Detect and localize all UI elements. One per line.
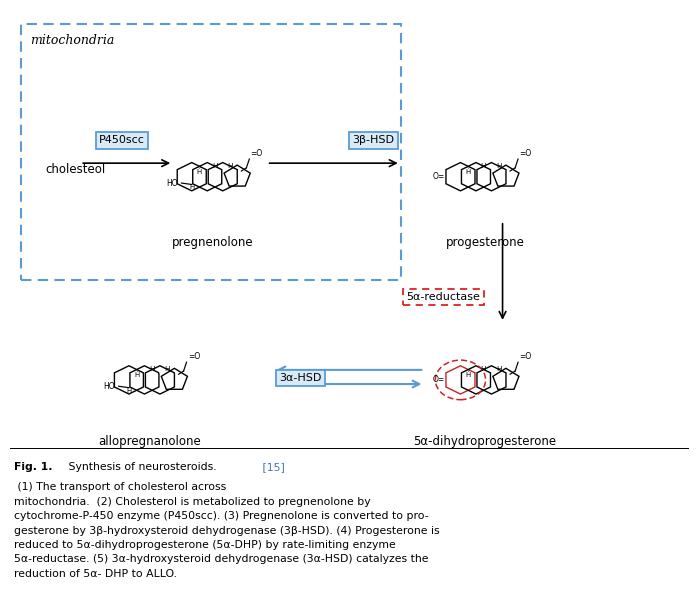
Text: H: H bbox=[480, 366, 486, 372]
Text: 3α-HSD: 3α-HSD bbox=[279, 373, 321, 383]
Text: 3β-HSD: 3β-HSD bbox=[352, 135, 394, 145]
Text: H: H bbox=[496, 366, 501, 372]
Text: H: H bbox=[480, 163, 486, 169]
Text: P450scc: P450scc bbox=[99, 135, 145, 145]
Text: H: H bbox=[496, 163, 501, 169]
Text: pregnenolone: pregnenolone bbox=[172, 236, 253, 249]
Text: Synthesis of neurosteroids.: Synthesis of neurosteroids. bbox=[65, 462, 216, 472]
Text: HO: HO bbox=[104, 382, 115, 391]
Text: Ȟ: Ȟ bbox=[134, 372, 140, 378]
Text: Ȟ: Ȟ bbox=[466, 168, 471, 175]
Bar bbox=[21, 24, 401, 280]
Text: (1) The transport of cholesterol across
mitochondria.  (2) Cholesterol is metabo: (1) The transport of cholesterol across … bbox=[14, 482, 440, 579]
Text: cholesteol: cholesteol bbox=[45, 163, 105, 176]
Text: HO: HO bbox=[167, 178, 178, 187]
Text: =O: =O bbox=[251, 148, 263, 158]
Text: progesterone: progesterone bbox=[445, 236, 525, 249]
Text: allopregnanolone: allopregnanolone bbox=[98, 435, 202, 448]
Text: H: H bbox=[189, 184, 195, 190]
Text: =O: =O bbox=[519, 148, 532, 158]
Text: Ȟ: Ȟ bbox=[197, 168, 202, 175]
Text: Ȟ: Ȟ bbox=[466, 372, 471, 378]
Text: =O: =O bbox=[188, 352, 200, 361]
Text: 5α-reductase: 5α-reductase bbox=[406, 292, 480, 302]
Text: =O: =O bbox=[519, 352, 532, 361]
Text: [15]: [15] bbox=[259, 462, 285, 472]
Text: 5α-dihydroprogesterone: 5α-dihydroprogesterone bbox=[413, 435, 557, 448]
Text: H: H bbox=[126, 388, 132, 393]
Text: H: H bbox=[227, 163, 232, 169]
Text: mitochondria: mitochondria bbox=[30, 34, 114, 47]
Text: Fig. 1.: Fig. 1. bbox=[14, 462, 52, 472]
Text: H: H bbox=[149, 366, 154, 372]
Text: O=: O= bbox=[432, 375, 445, 385]
Text: H: H bbox=[211, 163, 217, 169]
Text: O=: O= bbox=[432, 172, 445, 181]
Text: H: H bbox=[164, 366, 170, 372]
